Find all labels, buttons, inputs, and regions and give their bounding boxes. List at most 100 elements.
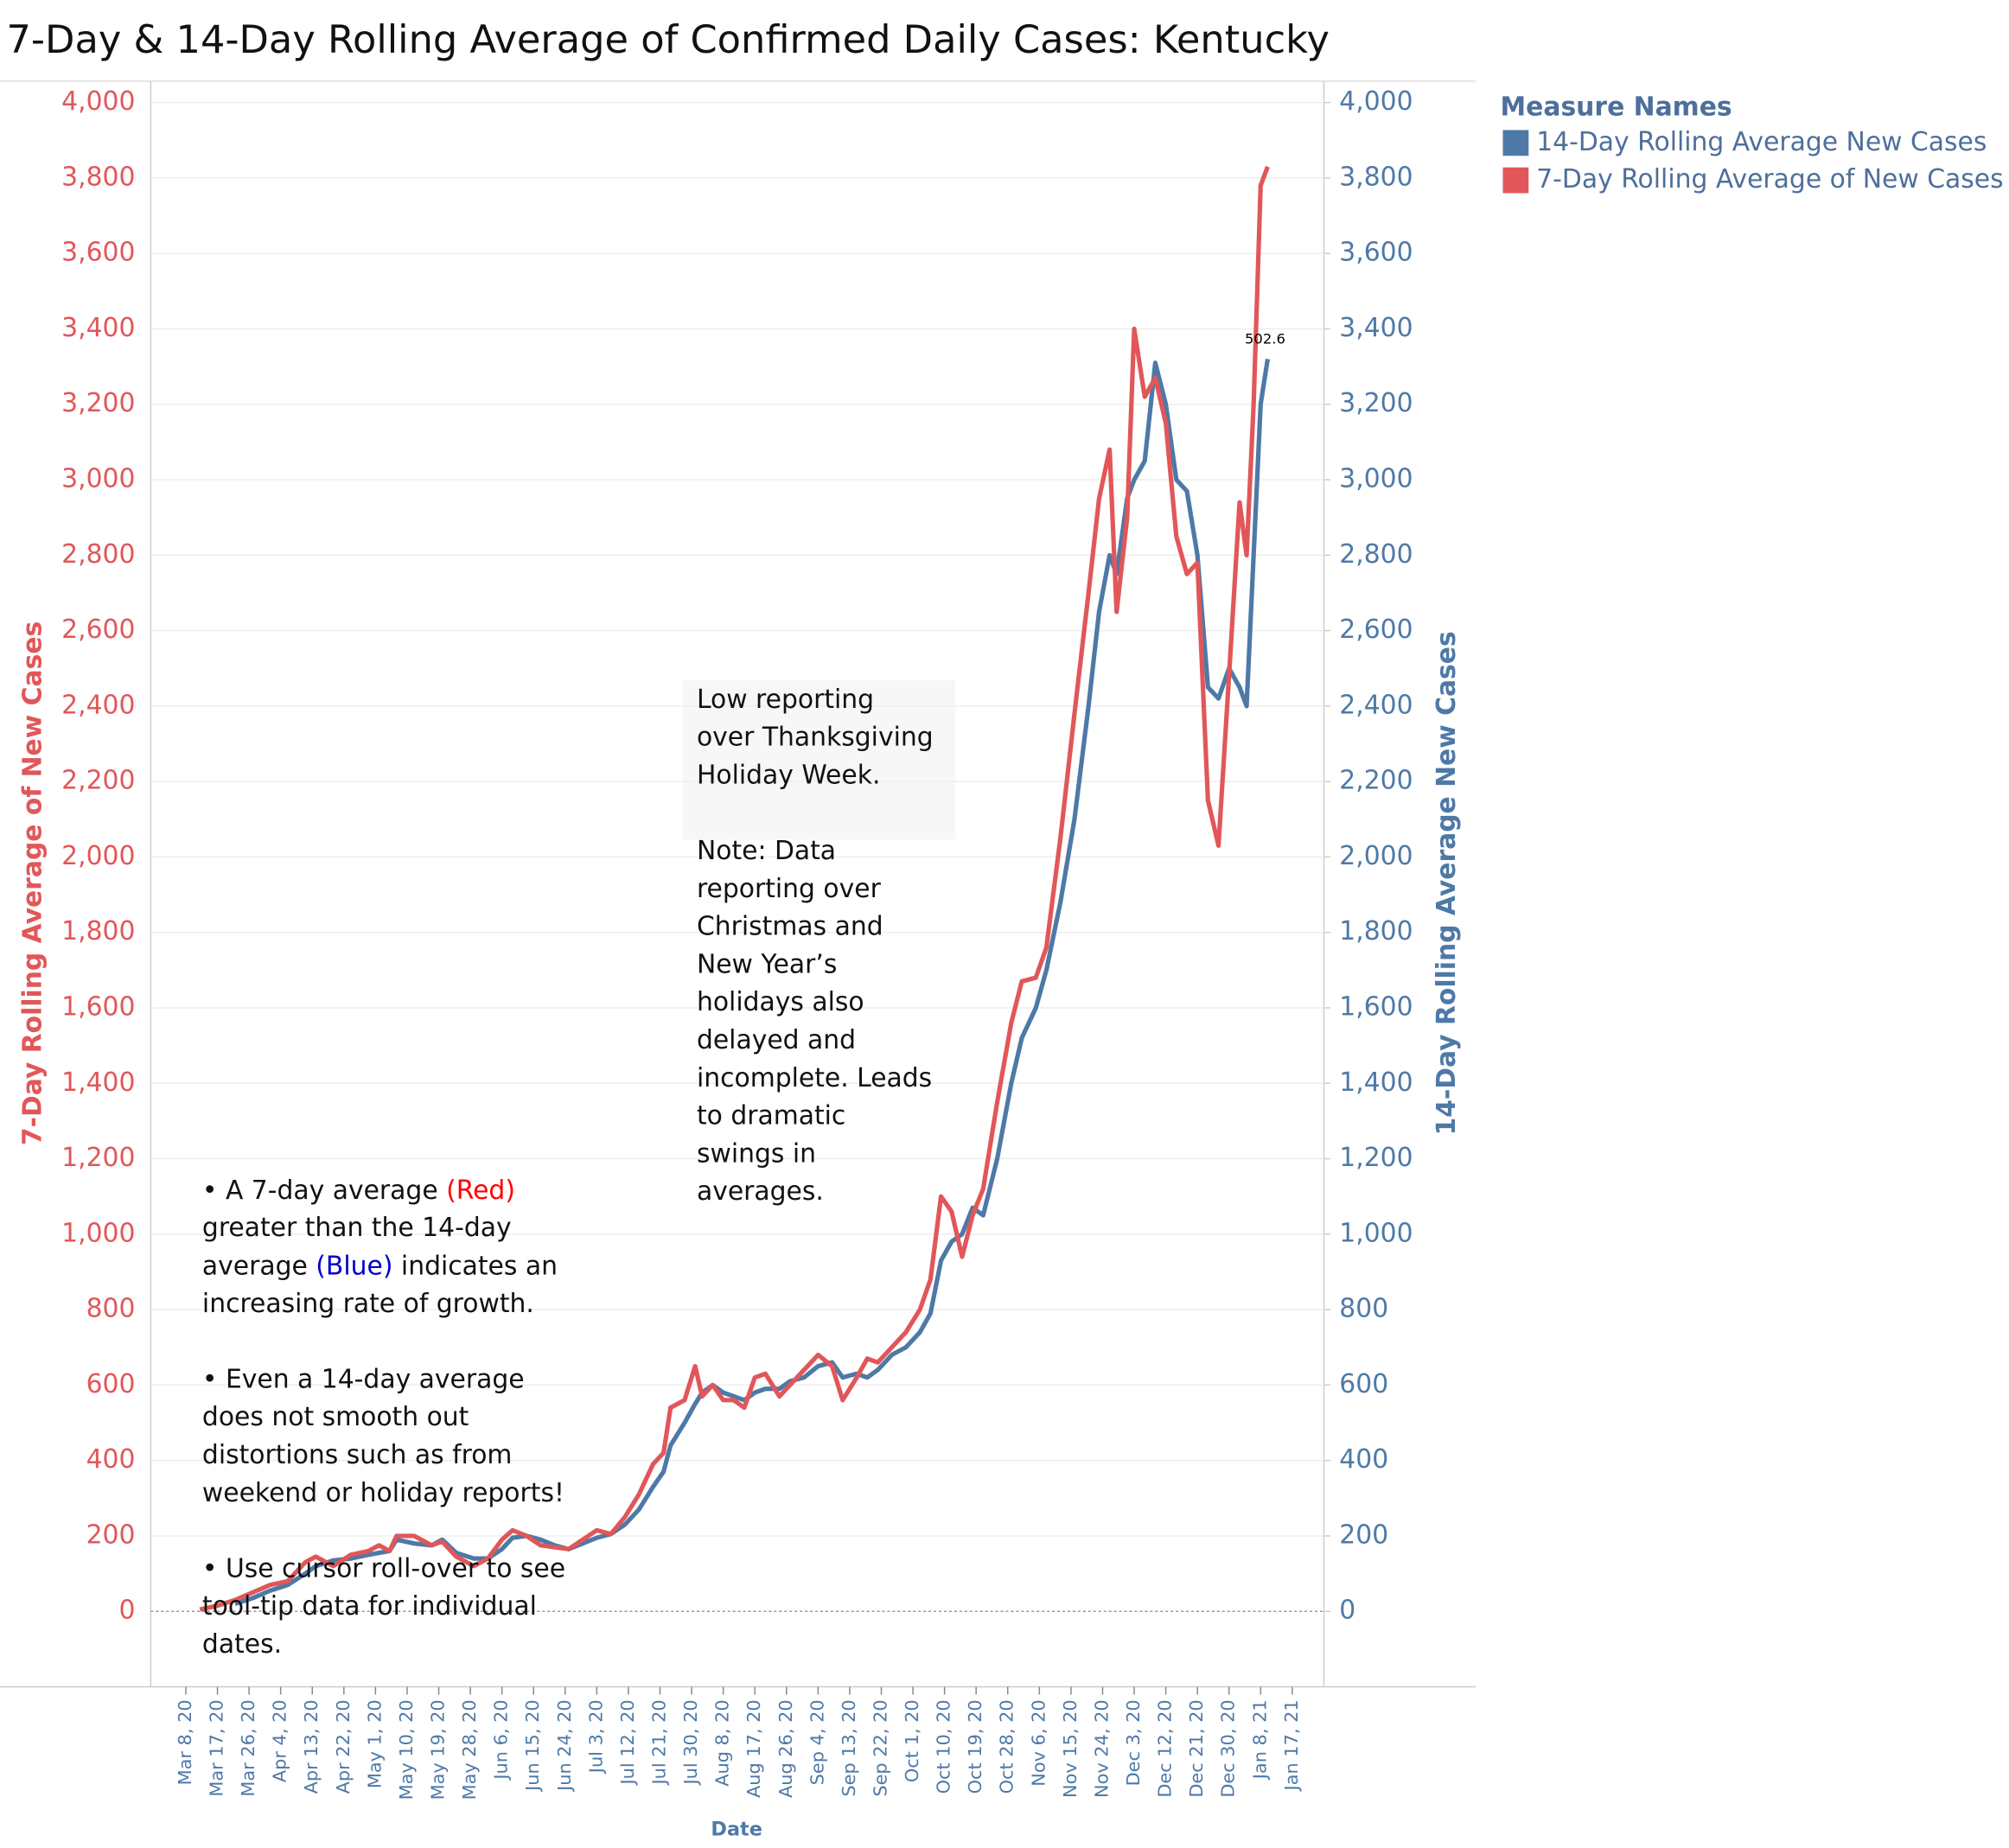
point-label: 502.6 — [1245, 331, 1285, 347]
annotation-line: reporting over — [697, 874, 882, 904]
y2-tick-label: 1,200 — [1339, 1143, 1413, 1173]
y-tick-label: 800 — [86, 1294, 136, 1324]
x-tick-label: Aug 8, 20 — [712, 1699, 733, 1786]
y-tick-label: 1,400 — [61, 1067, 135, 1098]
y-tick-label: 4,000 — [61, 86, 135, 117]
series-line — [199, 165, 1270, 1612]
y2-tick-label: 1,000 — [1339, 1218, 1413, 1248]
x-tick-label: Dec 3, 20 — [1123, 1699, 1144, 1786]
y-tick-label: 2,400 — [61, 690, 135, 720]
x-tick-label: Oct 10, 20 — [934, 1699, 954, 1794]
x-tick-label: May 28, 20 — [459, 1699, 480, 1800]
annotation-span: (Red) — [446, 1175, 515, 1205]
x-tick-label: Jun 6, 20 — [491, 1699, 512, 1781]
y-tick-label: 200 — [86, 1520, 136, 1550]
y2-axis-title: 14-Day Rolling Average New Cases — [1432, 631, 1462, 1135]
x-tick-label: Jul 12, 20 — [617, 1699, 638, 1786]
y2-tick-label: 3,000 — [1339, 464, 1413, 494]
annotation-line: • Even a 14-day average — [202, 1364, 525, 1394]
annotation-line: over Thanksgiving — [697, 723, 934, 753]
x-tick-label: Mar 8, 20 — [175, 1699, 195, 1785]
y-tick-label: 600 — [86, 1369, 136, 1399]
y2-tick-label: 2,000 — [1339, 841, 1413, 871]
annotation-span: (Blue) — [316, 1251, 392, 1281]
y-tick-label: 2,800 — [61, 539, 135, 570]
legend-label: 14-Day Rolling Average New Cases — [1536, 127, 1987, 157]
annotation-line: weekend or holiday reports! — [202, 1478, 564, 1508]
x-tick-label: Jun 24, 20 — [554, 1699, 575, 1793]
legend-label: 7-Day Rolling Average of New Cases — [1536, 164, 2003, 194]
annotation-line: averages. — [697, 1176, 824, 1207]
y2-tick-label: 200 — [1339, 1520, 1388, 1550]
annotation-line: holidays also — [697, 987, 864, 1017]
y2-tick-label: 2,200 — [1339, 766, 1413, 796]
annotation-line: does not smooth out — [202, 1402, 469, 1432]
y-tick-label: 1,200 — [61, 1143, 135, 1173]
x-tick-label: Jan 8, 21 — [1249, 1699, 1270, 1781]
annotation-line: Note: Data — [697, 836, 836, 866]
x-tick-label: May 10, 20 — [396, 1699, 417, 1800]
legend-swatch — [1502, 130, 1529, 156]
x-tick-label: Jul 3, 20 — [585, 1699, 606, 1775]
x-tick-label: Jul 30, 20 — [680, 1699, 701, 1786]
y2-tick-label: 1,800 — [1339, 916, 1413, 946]
y2-tick-label: 3,400 — [1339, 313, 1413, 343]
annotation-span: • A 7-day average — [202, 1175, 446, 1205]
x-tick-label: Nov 24, 20 — [1091, 1699, 1112, 1798]
annotation-line: dates. — [202, 1629, 282, 1660]
y-axis-title: 7-Day Rolling Average of New Cases — [17, 621, 48, 1145]
x-tick-label: Jun 15, 20 — [522, 1699, 543, 1793]
x-tick-label: Sep 4, 20 — [807, 1699, 827, 1785]
x-tick-label: Apr 22, 20 — [333, 1699, 354, 1794]
x-tick-label: Jan 17, 21 — [1281, 1699, 1302, 1792]
y2-tick-label: 400 — [1339, 1444, 1388, 1475]
y-tick-label: 2,200 — [61, 766, 135, 796]
annotation-line: Holiday Week. — [697, 760, 880, 790]
chart-title: 7-Day & 14-Day Rolling Average of Confir… — [6, 17, 1329, 62]
x-tick-label: Nov 6, 20 — [1028, 1699, 1049, 1786]
annotation-line: delayed and — [697, 1025, 856, 1055]
y-tick-label: 1,000 — [61, 1218, 135, 1248]
x-tick-label: Mar 26, 20 — [238, 1699, 258, 1796]
y-tick-label: 1,800 — [61, 916, 135, 946]
annotation-line: to dramatic — [697, 1101, 845, 1131]
x-tick-label: May 1, 20 — [364, 1699, 385, 1788]
y2-tick-label: 800 — [1339, 1294, 1388, 1324]
x-tick-label: Oct 19, 20 — [965, 1699, 985, 1794]
x-tick-label: Jul 21, 20 — [648, 1699, 669, 1786]
annotation-line: increasing rate of growth. — [202, 1289, 534, 1319]
annotation-span: average — [202, 1251, 316, 1281]
annotation-line: • A 7-day average (Red) — [202, 1175, 515, 1205]
x-tick-label: Dec 30, 20 — [1218, 1699, 1239, 1797]
x-tick-label: May 19, 20 — [428, 1699, 449, 1800]
y-tick-label: 3,600 — [61, 238, 135, 268]
legend-swatch — [1502, 167, 1529, 194]
y2-tick-label: 3,200 — [1339, 388, 1413, 418]
x-tick-label: Apr 4, 20 — [270, 1699, 290, 1782]
x-axis-title: Date — [711, 1818, 762, 1840]
annotation-line: incomplete. Leads — [697, 1063, 932, 1093]
y2-tick-label: 600 — [1339, 1369, 1388, 1399]
x-tick-label: Aug 26, 20 — [775, 1699, 796, 1798]
annotation-line: distortions such as from — [202, 1440, 513, 1470]
x-tick-label: Oct 1, 20 — [902, 1699, 922, 1782]
y-tick-label: 1,600 — [61, 991, 135, 1022]
y2-tick-label: 2,800 — [1339, 539, 1413, 570]
annotation-span: indicates an — [392, 1251, 558, 1281]
y2-tick-label: 3,800 — [1339, 162, 1413, 192]
annotation-line: swings in — [697, 1138, 816, 1169]
x-tick-label: Dec 12, 20 — [1155, 1699, 1176, 1797]
y2-tick-label: 0 — [1339, 1596, 1355, 1626]
y-tick-label: 3,000 — [61, 464, 135, 494]
y2-tick-label: 2,600 — [1339, 615, 1413, 645]
y-tick-label: 2,000 — [61, 841, 135, 871]
y2-tick-label: 2,400 — [1339, 690, 1413, 720]
y-tick-label: 2,600 — [61, 615, 135, 645]
annotation-line: Christmas and — [697, 912, 883, 942]
x-tick-label: Sep 13, 20 — [839, 1699, 859, 1796]
y-tick-label: 3,800 — [61, 162, 135, 192]
y2-tick-label: 1,400 — [1339, 1067, 1413, 1098]
x-tick-label: Dec 21, 20 — [1186, 1699, 1207, 1797]
annotation-line: Low reporting — [697, 685, 874, 715]
